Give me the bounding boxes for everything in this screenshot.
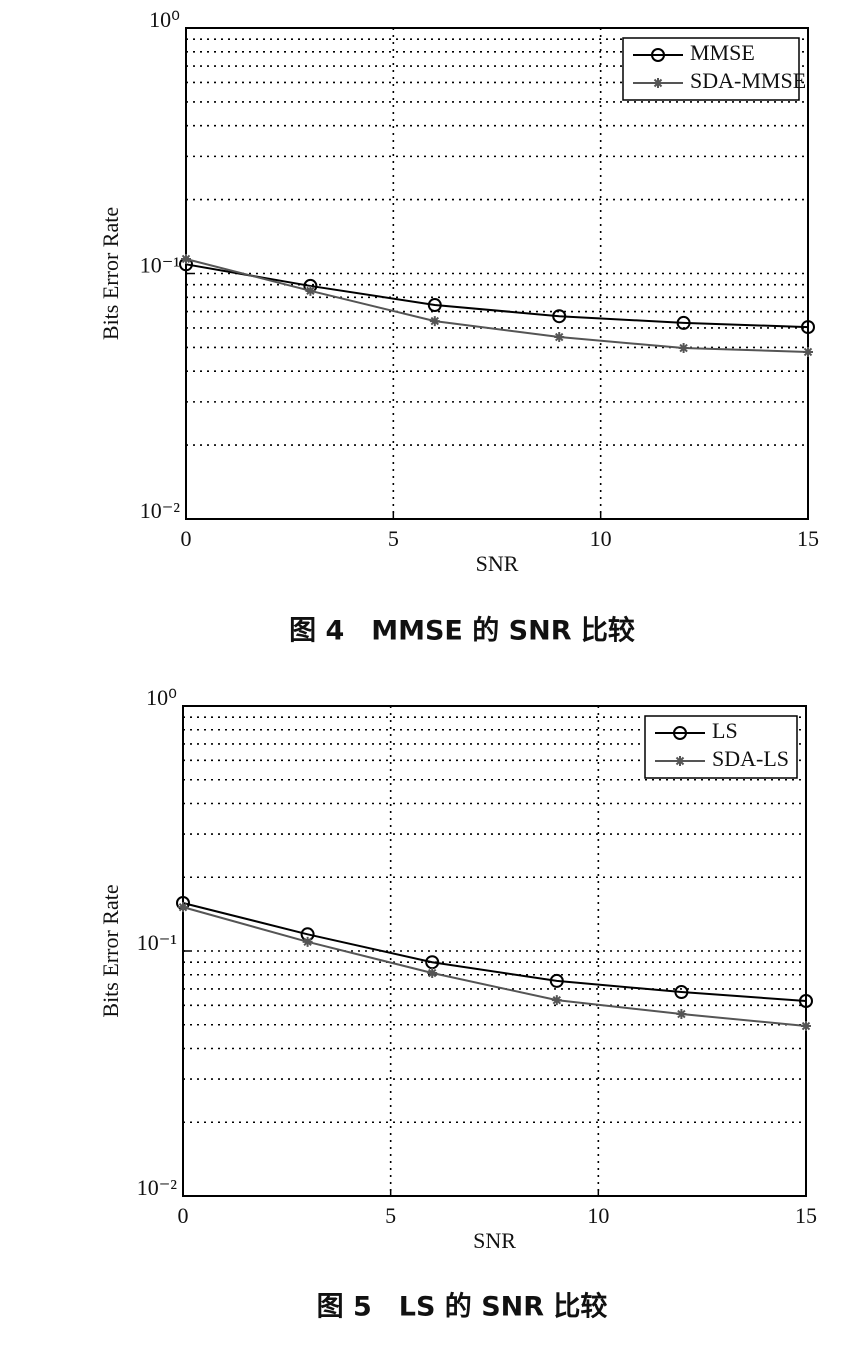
y-tick-label: 10⁻¹ (140, 253, 180, 278)
series-line (185, 263, 809, 329)
legend-label: MMSE (690, 40, 755, 65)
y-tick-label: 10⁻¹ (137, 930, 177, 955)
marker (801, 1021, 811, 1032)
marker (651, 48, 665, 62)
marker (305, 285, 316, 296)
marker (678, 343, 689, 354)
y-tick-label: 10⁰ (149, 7, 180, 32)
marker (675, 756, 685, 766)
legend-box (644, 715, 798, 779)
x-axis-label: SNR (476, 551, 519, 576)
marker (551, 995, 562, 1006)
legend-box (622, 37, 800, 101)
figure-caption: 图 4 MMSE 的 SNR 比较 (289, 615, 635, 647)
y-axis-label: Bits Error Rate (98, 884, 123, 1017)
marker (302, 936, 313, 947)
x-tick-label: 10 (587, 1203, 609, 1228)
y-tick-label: 10⁰ (146, 685, 177, 710)
marker (552, 309, 567, 324)
marker (554, 332, 565, 343)
x-axis-label: SNR (473, 1228, 516, 1253)
y-tick-label: 10⁻² (137, 1175, 178, 1200)
marker (673, 726, 687, 740)
marker (676, 315, 691, 330)
marker (427, 968, 438, 979)
plot-frame (185, 27, 809, 520)
marker (178, 902, 188, 913)
x-tick-label: 5 (385, 1203, 396, 1228)
marker (676, 1009, 687, 1020)
marker (429, 316, 440, 327)
marker (801, 320, 815, 335)
x-tick-label: 0 (181, 526, 192, 551)
marker (799, 994, 813, 1009)
y-axis-label: Bits Error Rate (98, 207, 123, 340)
legend-label: SDA-MMSE (690, 68, 806, 93)
x-tick-label: 0 (178, 1203, 189, 1228)
legend-label: SDA-LS (712, 746, 789, 771)
x-tick-label: 5 (388, 526, 399, 551)
x-tick-label: 15 (795, 1203, 817, 1228)
marker (427, 298, 442, 313)
series-line (185, 258, 809, 353)
figure-caption: 图 5 LS 的 SNR 比较 (317, 1291, 608, 1323)
plot-frame (182, 705, 807, 1197)
x-tick-label: 15 (797, 526, 819, 551)
series-line (182, 906, 807, 1028)
x-tick-label: 10 (590, 526, 612, 551)
marker (181, 253, 191, 264)
series-line (182, 902, 807, 1003)
marker (674, 985, 689, 1000)
marker (549, 973, 564, 988)
y-tick-label: 10⁻² (140, 498, 181, 523)
marker (803, 346, 813, 357)
marker (653, 78, 663, 88)
legend-label: LS (712, 718, 738, 743)
